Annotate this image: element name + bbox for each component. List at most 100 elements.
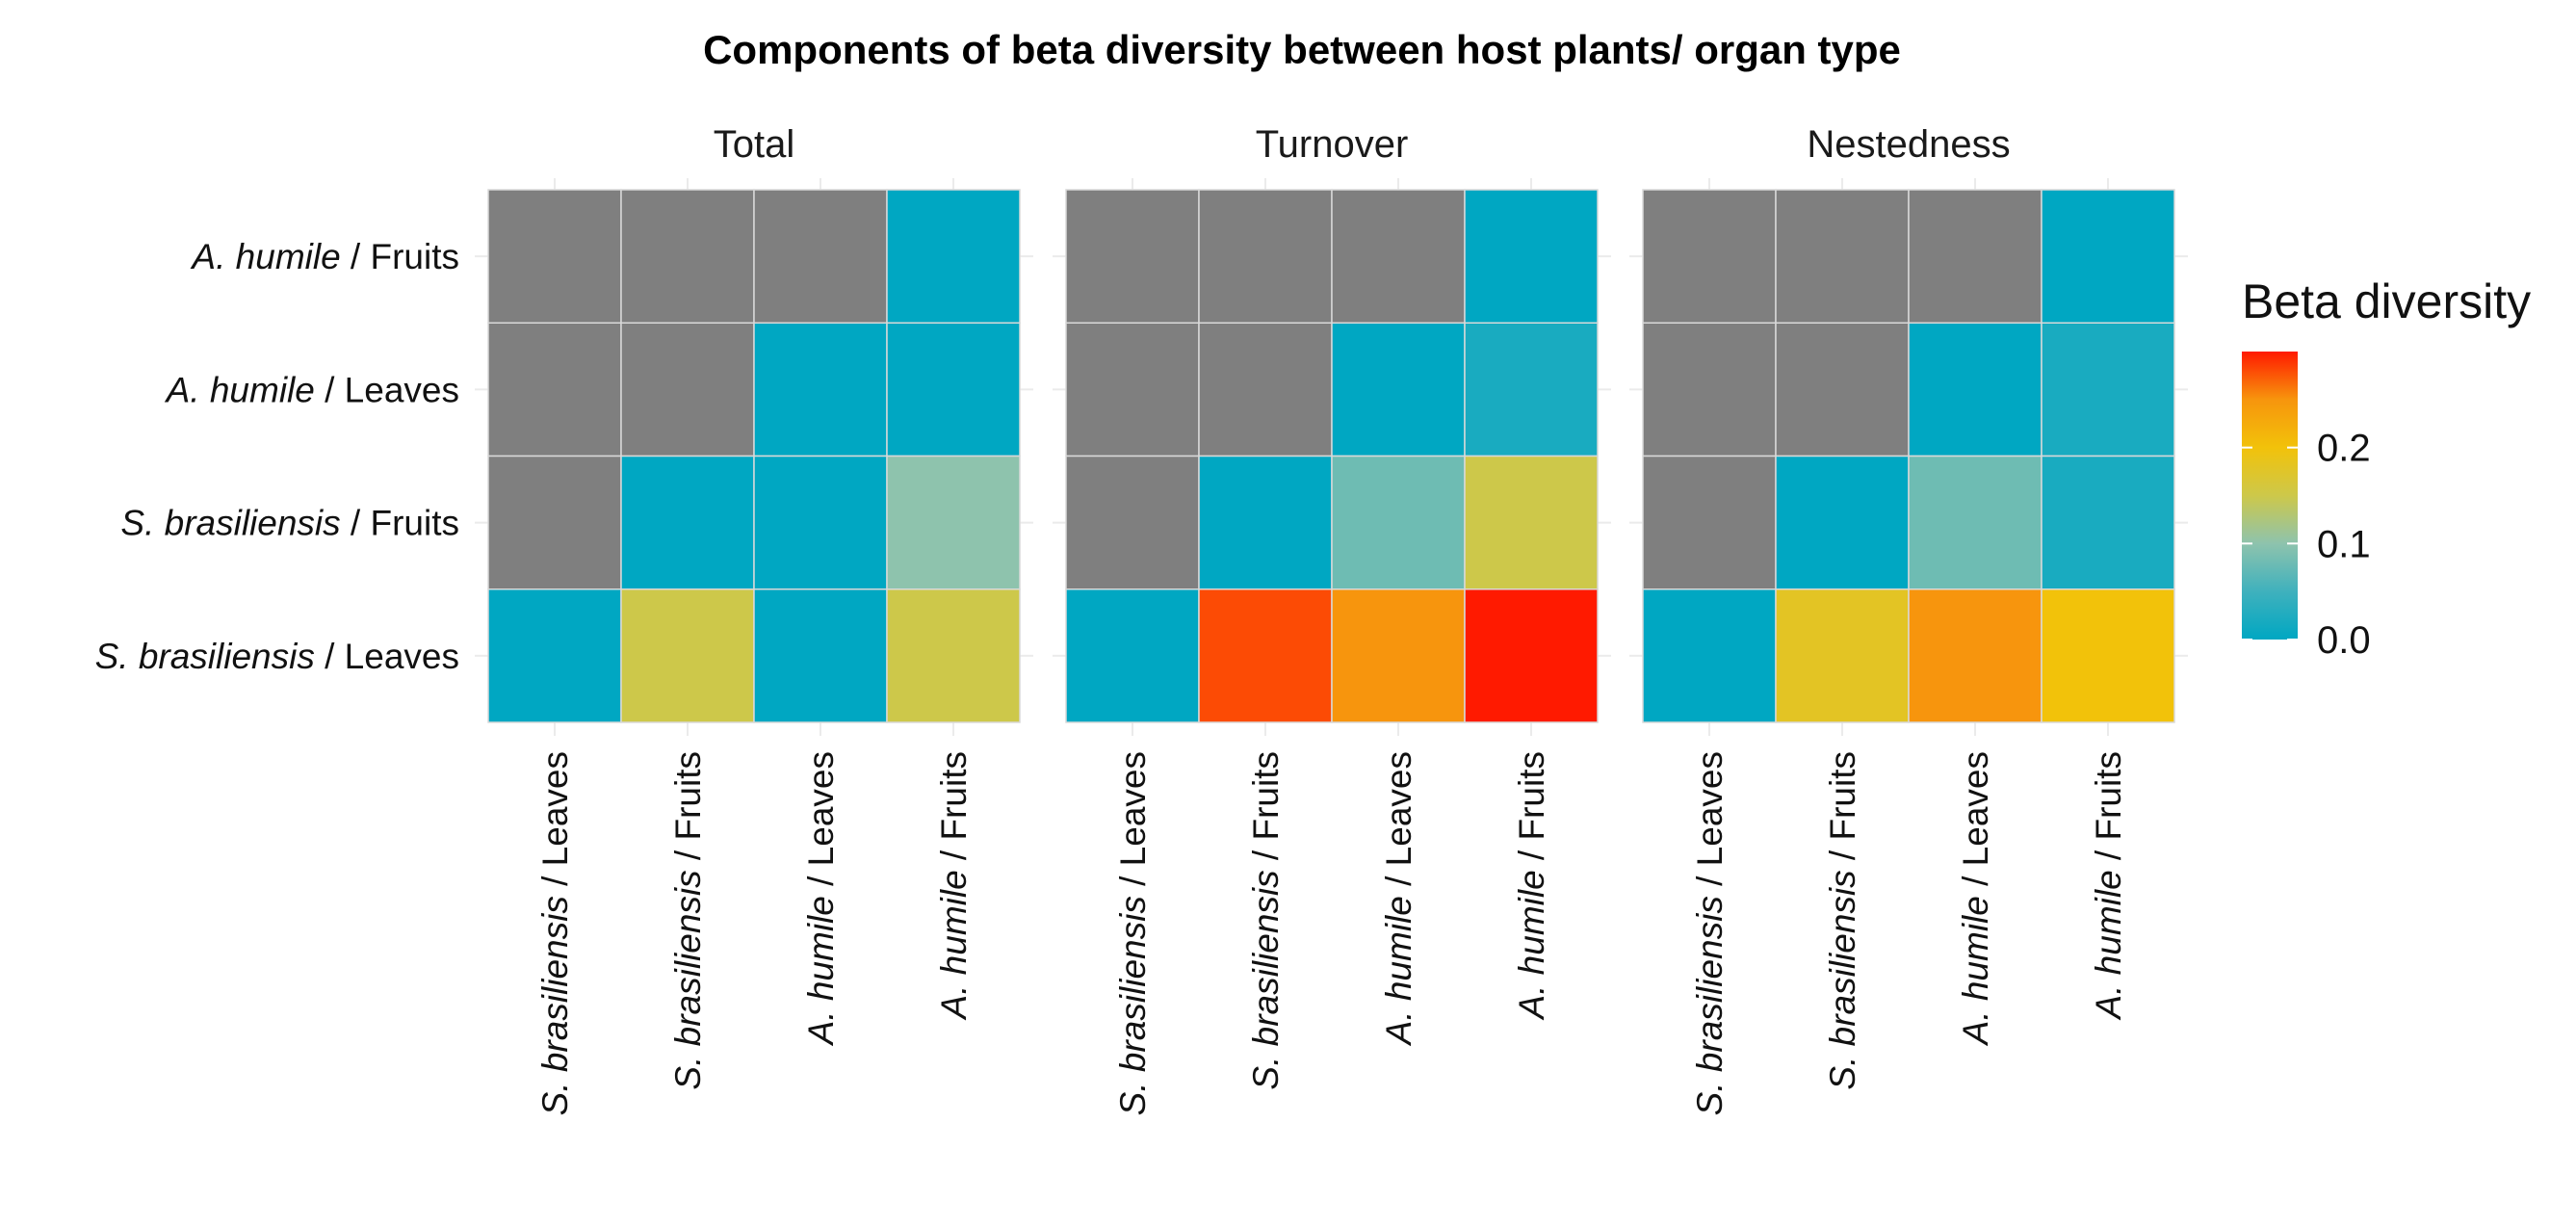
heatmap-cell [1775, 588, 1910, 723]
category-plain-part: / Fruits [934, 751, 974, 870]
heatmap-cell [1908, 455, 2043, 590]
category-italic-part: S. brasiliensis [1246, 870, 1286, 1089]
heatmap-cell [1331, 189, 1466, 324]
category-italic-part: S. brasiliensis [668, 870, 708, 1089]
category-italic-part: A. humile [190, 237, 340, 276]
heatmap-cell [2041, 588, 2175, 723]
x-tick-label: A. humile / Fruits [934, 751, 974, 1021]
category-italic-part: S. brasiliensis [1823, 870, 1862, 1089]
heatmap-cell [620, 189, 755, 324]
heatmap-cell [1464, 189, 1599, 324]
category-plain-part: / Leaves [1113, 751, 1153, 896]
heatmap-cell [487, 588, 622, 723]
chart-title: Components of beta diversity between hos… [703, 27, 1901, 72]
x-tick-label: A. humile / Fruits [1512, 751, 1551, 1021]
category-plain-part: / Leaves [1690, 751, 1730, 896]
category-italic-part: A. humile [165, 370, 315, 409]
heatmap-cell [487, 455, 622, 590]
category-italic-part: S. brasiliensis [120, 504, 340, 543]
category-plain-part: / Fruits [1823, 751, 1862, 870]
heatmap-cell [620, 455, 755, 590]
category-italic-part: A. humile [1379, 896, 1418, 1046]
category-plain-part: / Leaves [535, 751, 575, 896]
category-italic-part: S. brasiliensis [1113, 896, 1153, 1115]
heatmap-cell [753, 189, 888, 324]
heatmap-cell [1198, 455, 1333, 590]
x-tick-label: S. brasiliensis / Fruits [668, 751, 708, 1090]
heatmap-cell [1642, 455, 1777, 590]
heatmap-cell [1464, 322, 1599, 457]
heatmap-cell [1908, 189, 2043, 324]
category-italic-part: A. humile [1956, 896, 1995, 1046]
x-tick-label: S. brasiliensis / Fruits [1246, 751, 1286, 1090]
heatmap-cell [1065, 455, 1200, 590]
category-plain-part: / Leaves [1379, 751, 1418, 896]
colorbar-tick-label: 0.0 [2317, 619, 2371, 662]
x-tick-label: A. humile / Leaves [801, 751, 841, 1046]
x-tick-label: A. humile / Leaves [1956, 751, 1995, 1046]
heatmap-cell [1908, 322, 2043, 457]
y-tick-label: S. brasiliensis / Leaves [95, 637, 459, 676]
heatmap-cell [620, 322, 755, 457]
panel-strip-label: Nestedness [1807, 123, 2010, 166]
heatmap-cell [886, 455, 1021, 590]
heatmap-cell [1642, 189, 1777, 324]
category-plain-part: / Fruits [1512, 751, 1551, 870]
heatmap-cell [886, 588, 1021, 723]
category-italic-part: S. brasiliensis [1690, 896, 1730, 1115]
panel-strip-label: Total [714, 123, 795, 166]
heatmap-cell [1065, 189, 1200, 324]
y-tick-label: A. humile / Leaves [165, 370, 459, 409]
x-tick-label: S. brasiliensis / Fruits [1823, 751, 1862, 1090]
heatmap-cell [1642, 322, 1777, 457]
category-plain-part: / Leaves [1956, 751, 1995, 896]
category-italic-part: S. brasiliensis [95, 637, 315, 676]
x-tick-label: S. brasiliensis / Leaves [535, 751, 575, 1115]
legend-title: Beta diversity [2242, 274, 2531, 328]
heatmap-cell [886, 189, 1021, 324]
x-tick-label: A. humile / Fruits [2089, 751, 2128, 1021]
x-tick-label: S. brasiliensis / Leaves [1113, 751, 1153, 1115]
y-tick-label: A. humile / Fruits [190, 237, 459, 276]
colorbar-tick-label: 0.2 [2317, 428, 2371, 470]
heatmap-cell [1331, 588, 1466, 723]
category-italic-part: A. humile [934, 870, 974, 1020]
heatmap-cell [753, 588, 888, 723]
heatmap-cell [1464, 455, 1599, 590]
x-tick-label: A. humile / Leaves [1379, 751, 1418, 1046]
heatmap-cell [1198, 588, 1333, 723]
category-plain-part: / Fruits [341, 504, 459, 543]
colorbar-gradient [2242, 352, 2298, 640]
heatmap-cell [1065, 322, 1200, 457]
category-italic-part: S. brasiliensis [535, 896, 575, 1115]
category-plain-part: / Leaves [801, 751, 841, 896]
x-tick-label: S. brasiliensis / Leaves [1690, 751, 1730, 1115]
panel-strip-label: Turnover [1256, 123, 1409, 166]
heatmap-cell [1775, 322, 1910, 457]
heatmap-cell [1198, 322, 1333, 457]
category-plain-part: / Fruits [668, 751, 708, 870]
heatmap-cell [1331, 322, 1466, 457]
heatmap-cell [1775, 455, 1910, 590]
colorbar-legend: Beta diversity 0.0 0.1 0.2 [2242, 274, 2531, 662]
heatmap-cell [1775, 189, 1910, 324]
heatmap-cell [886, 322, 1021, 457]
category-plain-part: / Leaves [315, 637, 459, 676]
heatmap-cell [753, 322, 888, 457]
category-plain-part: / Fruits [1246, 751, 1286, 870]
category-plain-part: / Fruits [2089, 751, 2128, 870]
heatmap-cell [1331, 455, 1466, 590]
heatmap-cell [2041, 322, 2175, 457]
heatmap-cell [1065, 588, 1200, 723]
heatmap-cell [1198, 189, 1333, 324]
heatmap-cell [2041, 455, 2175, 590]
heatmap-cell [1642, 588, 1777, 723]
y-tick-label: S. brasiliensis / Fruits [120, 504, 459, 543]
